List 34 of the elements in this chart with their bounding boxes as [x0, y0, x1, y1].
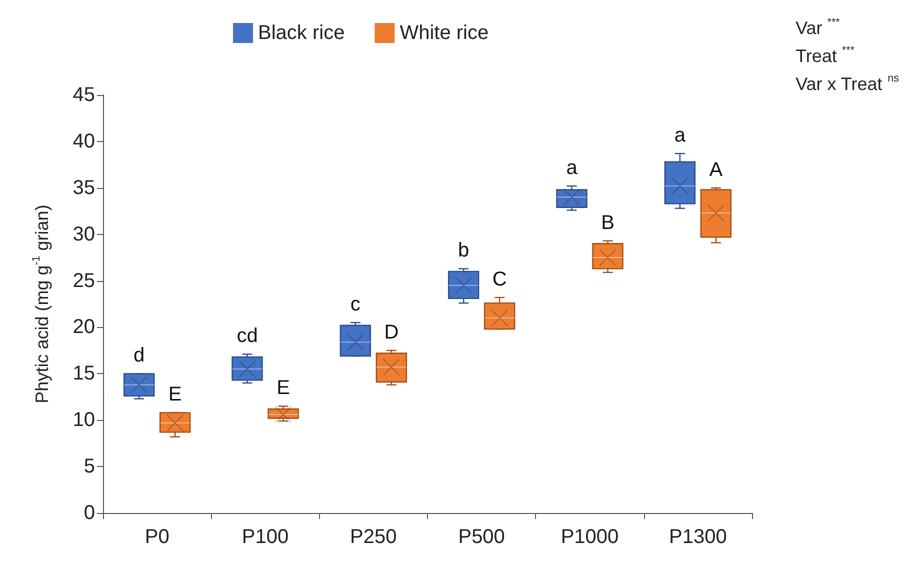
annotation: c	[350, 294, 360, 316]
x-tick-label: P250	[350, 526, 397, 548]
y-tick-label: 40	[72, 130, 95, 152]
y-tick-label: 30	[72, 223, 95, 246]
y-tick-label: 5	[84, 456, 95, 478]
x-tick-label: P500	[458, 526, 505, 548]
text: Var ***	[796, 16, 841, 38]
y-tick-label: 45	[72, 84, 95, 106]
annotation: A	[709, 158, 724, 181]
annotation: D	[384, 321, 399, 344]
annotation: E	[276, 377, 290, 400]
annotation: a	[566, 157, 578, 180]
y-tick-label: 20	[72, 316, 95, 338]
x-tick-label: P1000	[560, 526, 619, 548]
text: Var x Treat ns	[796, 72, 900, 94]
x-tick-label: P0	[144, 526, 170, 548]
x-tick-label: P100	[242, 526, 289, 548]
x-tick-label: P1300	[668, 526, 727, 548]
text: Treat ***	[796, 44, 856, 66]
legend-label: Black rice	[258, 22, 345, 44]
y-tick-label: 15	[72, 362, 95, 385]
y-tick-label: 35	[72, 176, 95, 199]
legend-label: White rice	[400, 22, 489, 44]
annotation: b	[458, 240, 470, 262]
y-tick-label: 0	[84, 502, 95, 524]
annotation: a	[674, 124, 686, 147]
annotation: cd	[236, 325, 258, 348]
annotation: B	[601, 212, 614, 234]
y-tick-label: 25	[72, 270, 95, 292]
annotation: d	[134, 344, 145, 367]
y-tick-label: 10	[72, 409, 95, 432]
annotation: E	[168, 384, 182, 406]
y-axis-title: Phytic acid (mg g-1 grian)	[30, 204, 52, 404]
annotation: C	[492, 268, 507, 290]
